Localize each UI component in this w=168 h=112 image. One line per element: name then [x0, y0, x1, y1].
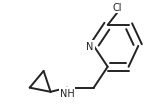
Text: N: N [86, 41, 94, 51]
Text: NH: NH [60, 88, 75, 98]
Text: Cl: Cl [113, 3, 122, 13]
